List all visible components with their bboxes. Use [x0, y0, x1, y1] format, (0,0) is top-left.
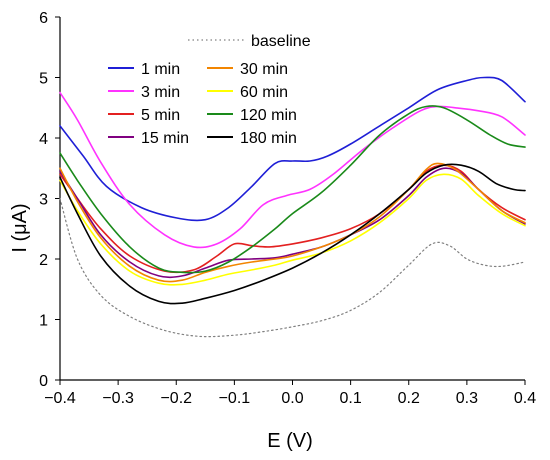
x-tick-label: 0.3 [456, 390, 478, 407]
y-tick-label: 4 [39, 131, 48, 148]
legend-label-3-min: 3 min [141, 84, 180, 101]
legend-label-1-min: 1 min [141, 61, 180, 78]
x-axis: −0.4 −0.3 −0.2 −0.1 0.0 0.1 0.2 0.3 0.4 [44, 380, 536, 407]
legend-label-120-min: 120 min [240, 107, 297, 124]
legend-label-30-min: 30 min [240, 61, 288, 78]
y-tick-label: 3 [39, 192, 48, 209]
legend-label-60-min: 60 min [240, 84, 288, 101]
y-axis: 0 1 2 3 4 5 6 [39, 10, 60, 390]
legend-label-baseline: baseline [251, 33, 311, 50]
x-axis-title: E (V) [267, 430, 313, 452]
series-line-baseline [59, 197, 526, 338]
series-line-60-min [59, 173, 526, 286]
x-tick-label: −0.3 [102, 390, 134, 407]
y-tick-label: 5 [39, 71, 48, 88]
x-tick-label: 0.0 [281, 390, 303, 407]
legend: baseline 1 min 3 min 5 min 15 min 30 min 60 mi… [108, 33, 311, 147]
y-tick-label: 1 [39, 313, 48, 330]
y-tick-label: 0 [39, 373, 48, 390]
x-tick-label: 0.1 [340, 390, 362, 407]
series-line-5-min [59, 164, 526, 274]
series-line-1-min [59, 76, 526, 222]
legend-label-5-min: 5 min [141, 107, 180, 124]
legend-label-15-min: 15 min [141, 130, 189, 147]
y-tick-label: 6 [39, 10, 48, 27]
series-line-120-min [59, 105, 526, 274]
series-line-3-min [59, 91, 526, 249]
plot-frame [59, 17, 525, 381]
series-line-180-min [59, 163, 526, 305]
x-tick-label: 0.2 [398, 390, 420, 407]
y-tick-label: 2 [39, 252, 48, 269]
x-tick-label: −0.4 [44, 390, 76, 407]
series-line-30-min [59, 162, 526, 283]
y-axis-title: I (μA) [9, 203, 31, 252]
legend-label-180-min: 180 min [240, 130, 297, 147]
x-tick-label: −0.1 [219, 390, 251, 407]
x-tick-label: −0.2 [160, 390, 192, 407]
series-layer [59, 76, 526, 338]
x-tick-label: 0.4 [514, 390, 536, 407]
